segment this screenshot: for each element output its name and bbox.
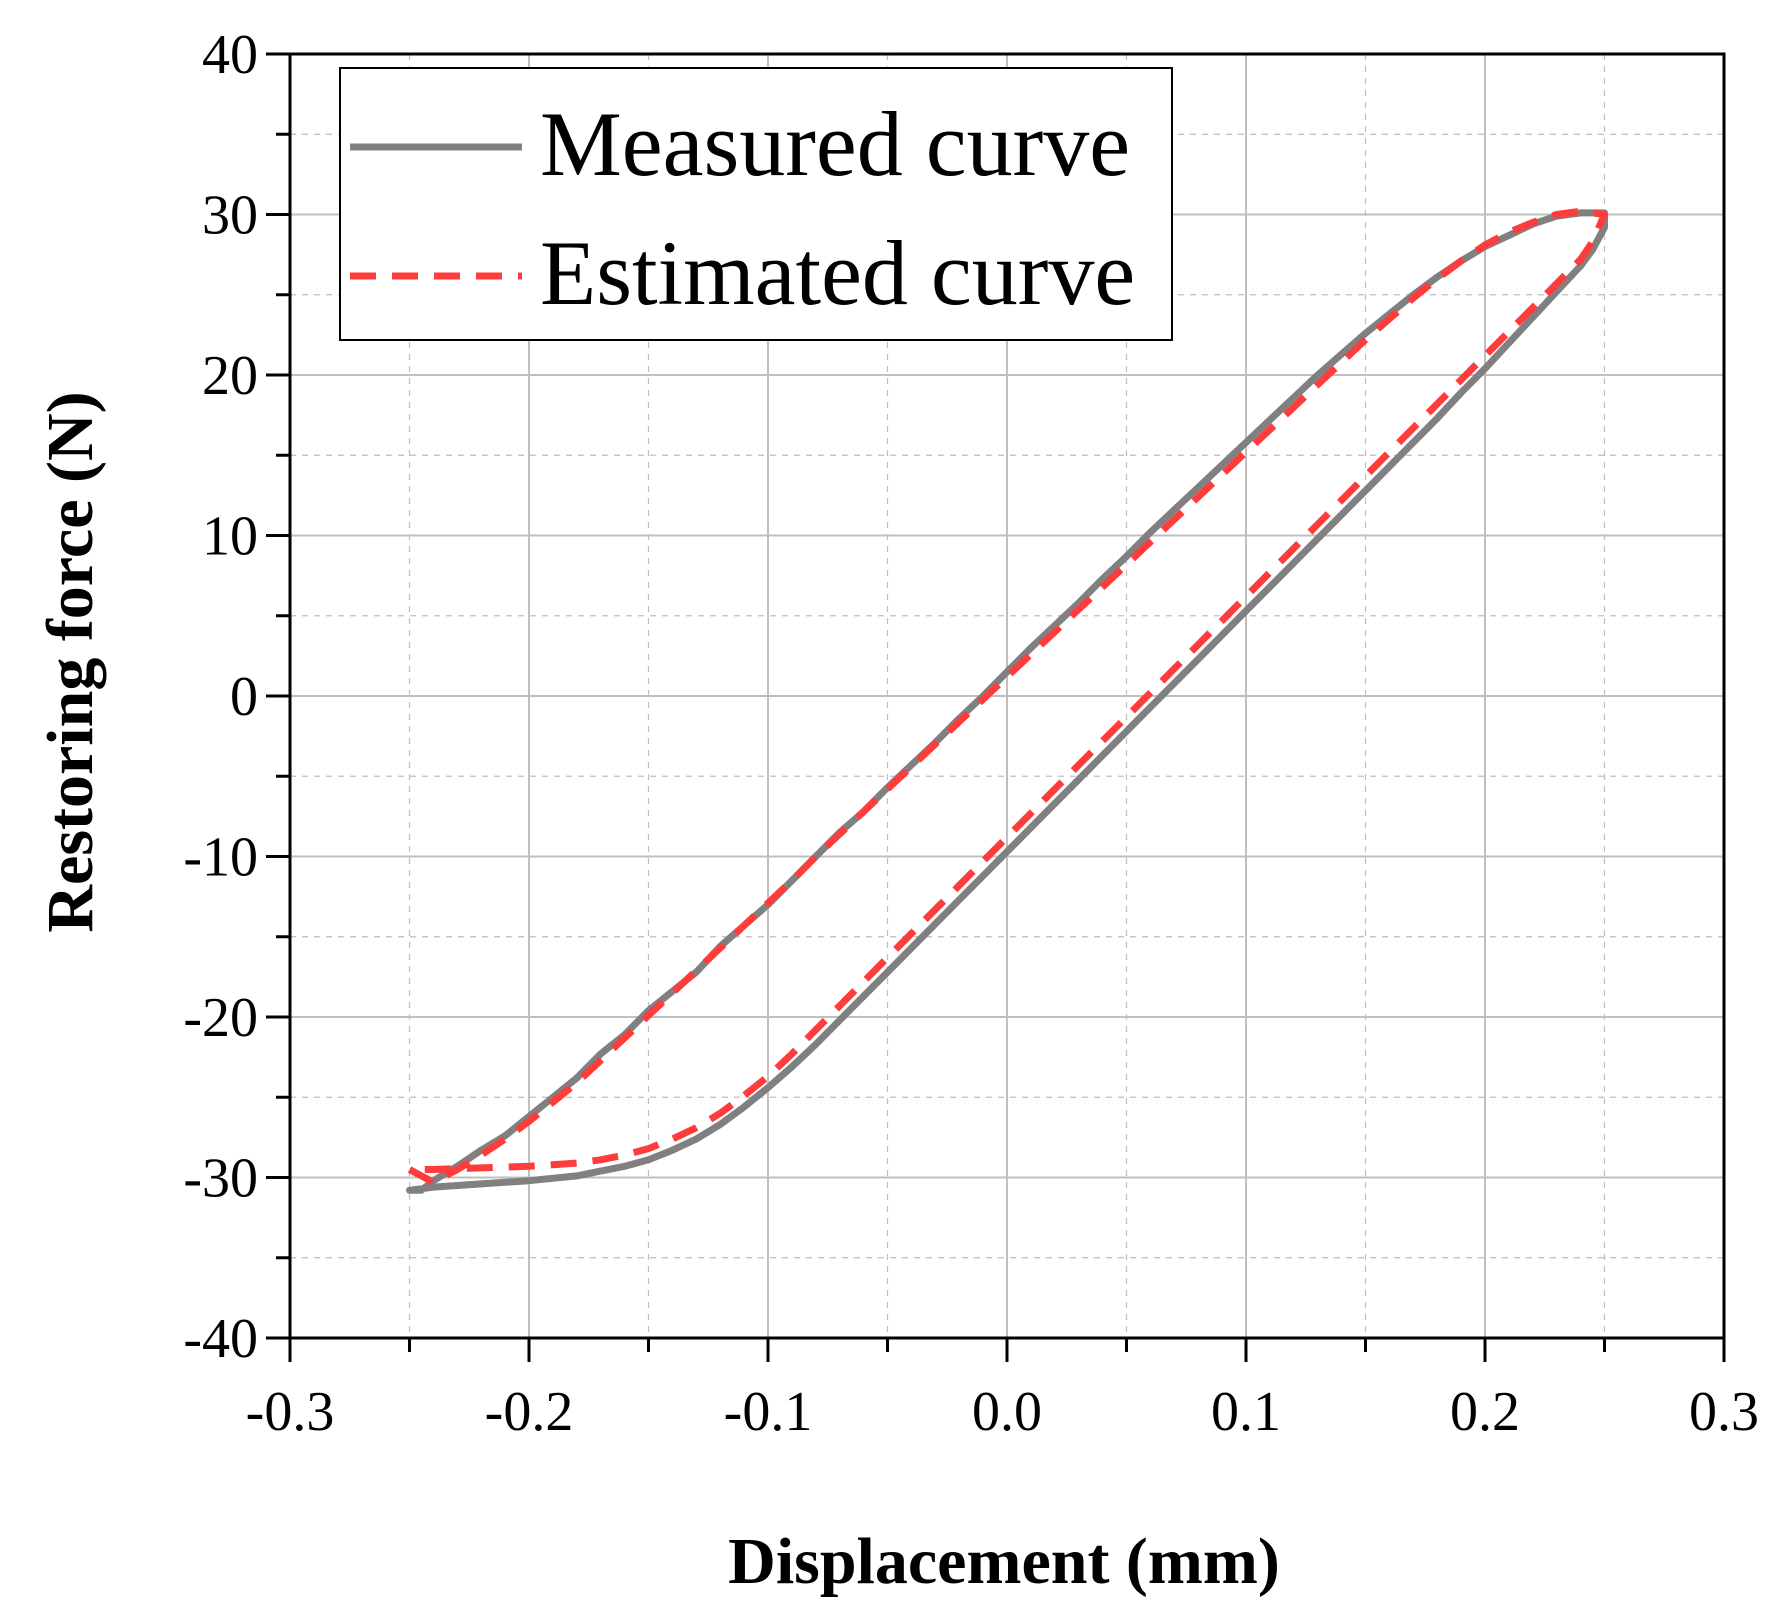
x-tick-label: -0.3 [246,1381,335,1443]
y-tick-label: 30 [202,185,258,247]
y-tick-label: 20 [202,345,258,407]
x-tick-label: 0.0 [972,1381,1042,1443]
legend-box [339,67,1173,341]
y-tick-label: -30 [183,1148,258,1210]
x-tick-label: 0.1 [1211,1381,1281,1443]
y-tick-label: 0 [230,666,258,728]
legend-label-estimated: Estimated curve [540,222,1135,324]
y-tick-label: 10 [202,506,258,568]
x-tick-label: -0.2 [485,1381,574,1443]
y-tick-label: -40 [183,1308,258,1370]
axis-ticks [266,52,1726,1362]
y-tick-label: 40 [202,24,258,86]
tick-labels: -0.3 -0.2 -0.1 0.0 0.1 0.2 0.3 -40 -30 -20 -10 0 10 2… [183,24,1759,1443]
x-axis-title: Displacement (mm) [728,1525,1280,1598]
y-tick-label: -10 [183,827,258,889]
series-layer [406,207,1608,1194]
y-axis-title: Restoring force (N) [34,391,107,932]
estimated-curve-line [407,207,1608,1186]
x-tick-label: 0.3 [1689,1381,1759,1443]
legend-label-measured: Measured curve [540,93,1130,195]
y-tick-label: -20 [183,987,258,1049]
x-tick-label: 0.2 [1450,1381,1520,1443]
x-tick-label: -0.1 [724,1381,813,1443]
legend: Measured curve Estimated curve [339,67,1173,341]
